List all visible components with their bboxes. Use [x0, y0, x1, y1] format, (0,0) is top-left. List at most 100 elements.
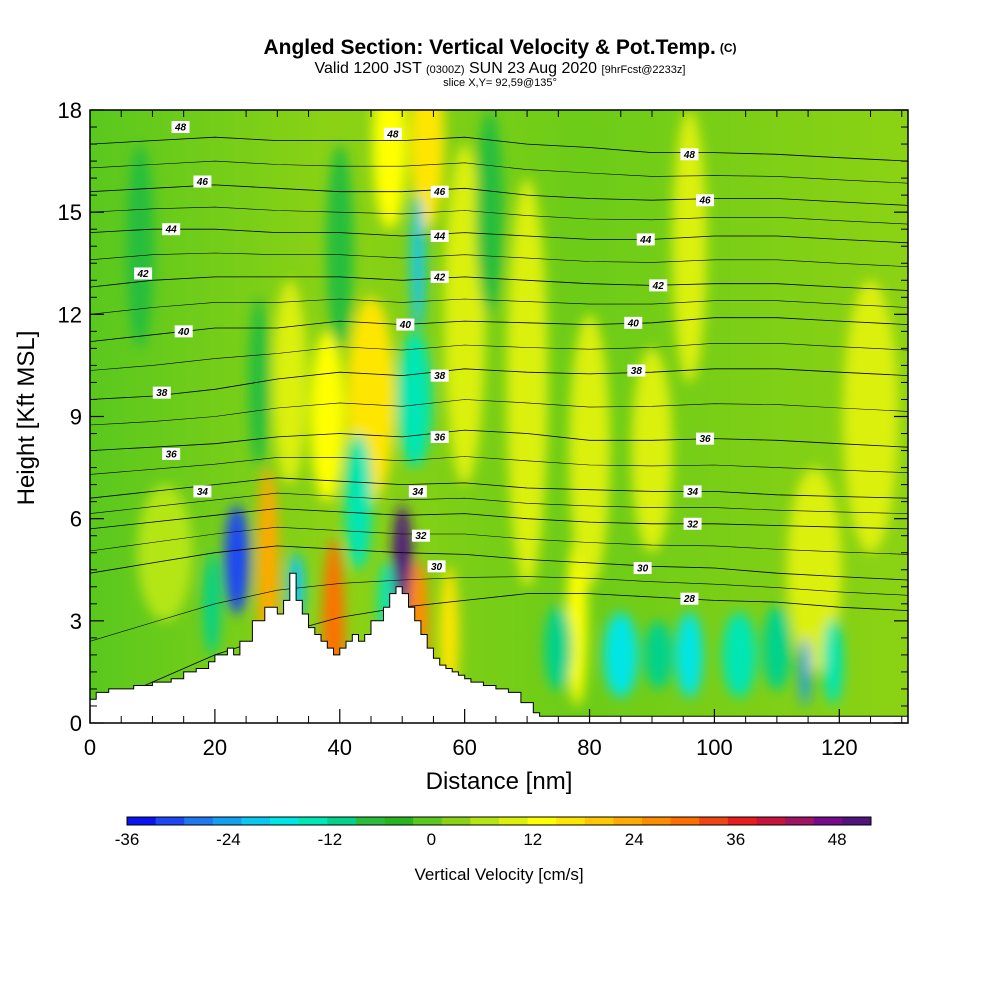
contour-label-9: 46 [696, 194, 715, 207]
isentrope-minor-1 [90, 526, 908, 555]
colorbar-swatch [298, 817, 328, 825]
contour-label-text: 32 [687, 519, 699, 530]
colorbar-swatch [127, 817, 157, 825]
x-tick-label: 40 [328, 735, 352, 760]
downdraft-7 [603, 612, 638, 698]
isentrope-minor-4 [90, 399, 908, 426]
y-tick-label: 15 [58, 200, 82, 225]
contour-label-text: 30 [637, 564, 649, 575]
contour-label-22: 38 [430, 369, 449, 382]
colorbar-tick-label: -24 [216, 830, 241, 849]
title-tag: (C) [719, 41, 737, 55]
valid-prefix: Valid 1200 JST [314, 60, 422, 77]
isentrope-minor-0 [90, 576, 908, 642]
valid-utc: (0300Z) [426, 64, 465, 76]
contour-label-text: 48 [683, 150, 696, 161]
contour-label-text: 42 [433, 272, 446, 283]
colorbar-swatch [413, 817, 443, 825]
contour-label-text: 42 [137, 269, 150, 280]
x-axis-label: Distance [nm] [426, 768, 573, 795]
colorbar-swatch [155, 817, 185, 825]
contour-label-26: 34 [408, 485, 427, 498]
updraft-17 [444, 144, 486, 485]
y-tick-label: 6 [70, 507, 82, 532]
downdraft-4 [344, 433, 373, 570]
colorbar-tick-label: 48 [828, 830, 847, 849]
colorbar-tick-label: 36 [726, 830, 745, 849]
colorbar-tick-label: 12 [523, 830, 542, 849]
contour-label-2: 32 [683, 517, 702, 530]
isentrope-36 [90, 429, 908, 451]
isentrope-minor-9 [90, 160, 908, 184]
colorbar-swatch [184, 817, 214, 825]
contour-label-text: 32 [415, 531, 427, 542]
downdraft-13 [644, 620, 672, 689]
contour-label-text: 46 [196, 177, 209, 188]
plot-area: 28 30 32 34 36 38 40 42 44 46 48 48 48 46 46 44 44 42 42 40… [90, 110, 908, 723]
colorbar-swatch [785, 817, 815, 825]
isentrope-46 [90, 184, 908, 206]
contour-label-text: 48 [386, 129, 399, 140]
forecast-tag: [9hrFcst@2233z] [601, 64, 686, 76]
isentrope-40 [90, 317, 908, 342]
contour-label-8: 44 [636, 233, 655, 246]
contour-label-11: 48 [171, 121, 190, 134]
x-tick-label: 100 [696, 735, 733, 760]
contour-label-text: 40 [177, 327, 190, 338]
colorbar-swatch [613, 817, 643, 825]
contour-label-23: 36 [162, 447, 181, 460]
downdraft-14 [763, 605, 791, 691]
isentrope-minor-6 [90, 298, 908, 315]
contour-label-4: 36 [696, 432, 715, 445]
colorbar-swatch [642, 817, 672, 825]
velocity-field [126, 110, 899, 723]
colorbar: -36 -24 -12 0 12 24 36 48 [115, 816, 872, 849]
colorbar-swatch [670, 817, 700, 825]
isentrope-44 [90, 228, 908, 244]
colorbar-swatch [813, 817, 843, 825]
contour-label-text: 40 [627, 318, 640, 329]
contour-label-1: 30 [633, 562, 652, 575]
valid-time: Valid 1200 JST (0300Z) SUN 23 Aug 2020 [… [0, 60, 1000, 79]
colorbar-swatch [212, 817, 242, 825]
colorbar-swatch [499, 817, 529, 825]
isentrope-minor-2 [90, 492, 908, 514]
contour-label-text: 34 [412, 487, 424, 498]
contour-label-18: 42 [430, 270, 449, 283]
updraft-15 [272, 280, 307, 485]
colorbar-tick-label: -12 [318, 830, 343, 849]
chart-title: Angled Section: Vertical Velocity & Pot.… [0, 36, 1000, 60]
y-tick-label: 12 [58, 302, 82, 327]
isentrope-minor-5 [90, 343, 908, 371]
colorbar-swatch [470, 817, 500, 825]
contour-label-text: 36 [434, 432, 446, 443]
downdraft-9 [722, 612, 757, 698]
x-tick-label: 20 [203, 735, 227, 760]
colorbar-swatch [527, 817, 557, 825]
updraft-16 [137, 484, 193, 621]
isentrope-32 [90, 508, 908, 530]
downdraft-18 [475, 110, 504, 315]
contour-label-14: 46 [430, 185, 449, 198]
colorbar-tick-label: 24 [625, 830, 644, 849]
colorbar-swatch [384, 817, 414, 825]
contour-label-27: 32 [411, 529, 430, 542]
isentrope-28 [90, 593, 908, 710]
contour-label-text: 38 [156, 388, 168, 399]
contour-label-text: 44 [433, 232, 446, 243]
downdraft-10 [799, 637, 811, 706]
isentrope-contours [90, 136, 908, 710]
contour-label-text: 36 [166, 449, 178, 460]
contour-label-16: 44 [430, 230, 449, 243]
isentrope-minor-7 [90, 252, 908, 267]
colorbar-tick-label: -36 [115, 830, 140, 849]
x-tick-label: 80 [577, 735, 601, 760]
contour-label-5: 38 [627, 364, 646, 377]
contour-label-text: 44 [639, 235, 652, 246]
colorbar-swatch [441, 817, 471, 825]
title-text: Angled Section: Vertical Velocity & Pot.… [263, 36, 716, 59]
contour-label-15: 44 [162, 223, 181, 236]
contour-label-text: 30 [431, 562, 443, 573]
